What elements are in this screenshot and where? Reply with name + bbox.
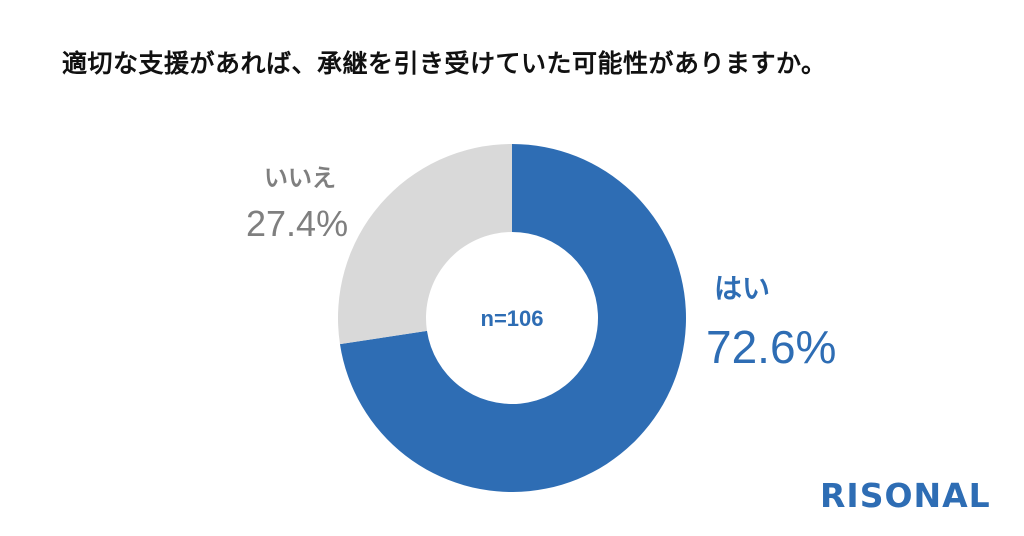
slice-no — [338, 144, 512, 345]
slice-value-no: 27.4% — [246, 203, 348, 244]
slice-label-yes: はい — [714, 272, 770, 305]
risonal-logo: RISONAL — [820, 476, 991, 515]
slice-label-no: いいえ — [264, 164, 336, 192]
center-label: n=106 — [481, 306, 544, 331]
slice-yes — [339, 144, 686, 492]
chart-title: 適切な支援があれば、承継を引き受けていた可能性がありますか。 — [62, 49, 827, 78]
slice-value-yes: 72.6% — [706, 321, 836, 373]
